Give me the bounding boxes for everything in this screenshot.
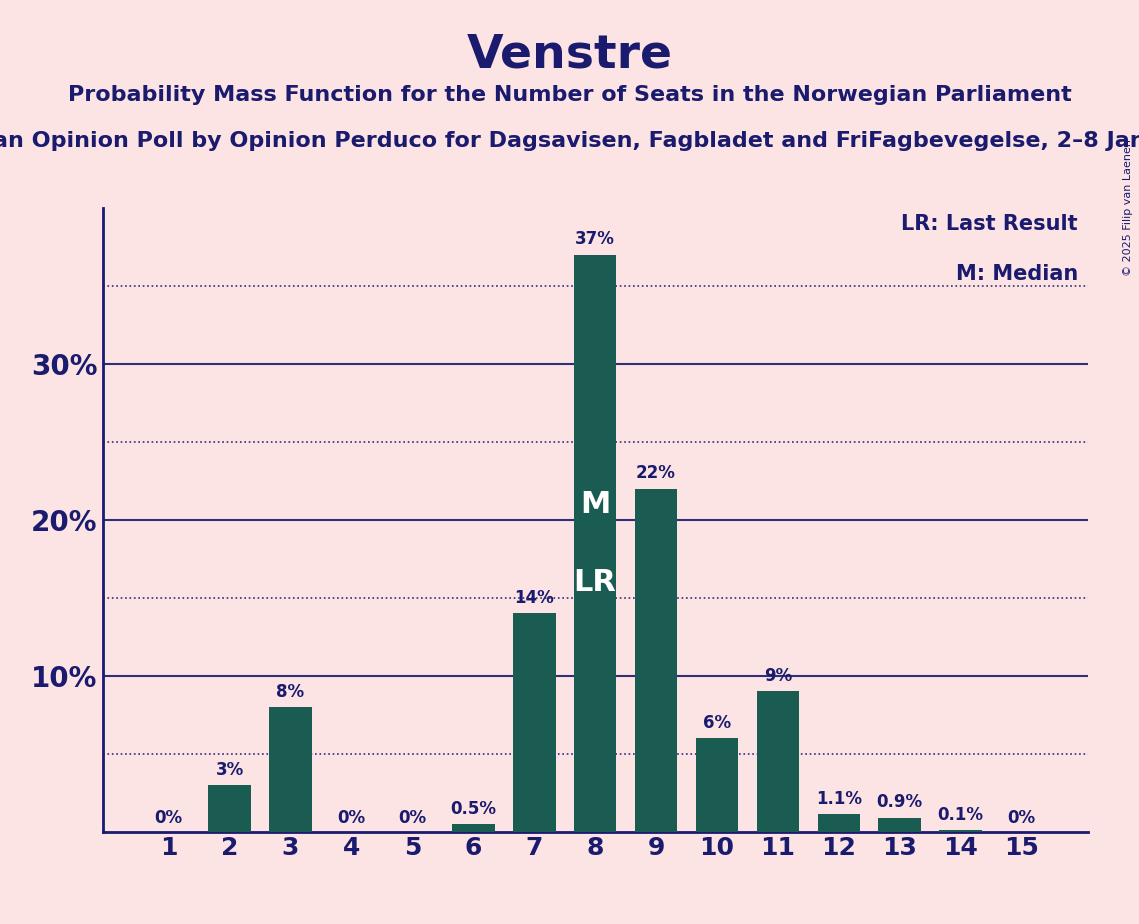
Text: LR: Last Result: LR: Last Result bbox=[901, 214, 1077, 234]
Text: 0.9%: 0.9% bbox=[877, 794, 923, 811]
Text: 1.1%: 1.1% bbox=[816, 790, 862, 808]
Bar bbox=[574, 255, 616, 832]
Text: 0%: 0% bbox=[1008, 808, 1035, 827]
Text: 0%: 0% bbox=[155, 808, 182, 827]
Bar bbox=[452, 824, 494, 832]
Text: 9%: 9% bbox=[764, 667, 792, 685]
Text: 22%: 22% bbox=[636, 465, 675, 482]
Text: 3%: 3% bbox=[215, 760, 244, 779]
Text: © 2025 Filip van Laenen: © 2025 Filip van Laenen bbox=[1123, 139, 1133, 275]
Text: 0%: 0% bbox=[337, 808, 366, 827]
Bar bbox=[513, 614, 556, 832]
Bar bbox=[818, 814, 860, 832]
Bar bbox=[208, 784, 251, 832]
Text: 0.5%: 0.5% bbox=[450, 799, 497, 818]
Text: 6%: 6% bbox=[703, 714, 731, 732]
Text: 37%: 37% bbox=[575, 230, 615, 249]
Text: an Opinion Poll by Opinion Perduco for Dagsavisen, Fagbladet and FriFagbevegelse: an Opinion Poll by Opinion Perduco for D… bbox=[0, 131, 1139, 152]
Text: 8%: 8% bbox=[277, 683, 304, 700]
Text: LR: LR bbox=[574, 567, 616, 597]
Bar bbox=[756, 691, 800, 832]
Text: M: Median: M: Median bbox=[956, 264, 1077, 284]
Text: 0.1%: 0.1% bbox=[937, 806, 984, 824]
Bar bbox=[940, 830, 982, 832]
Text: Probability Mass Function for the Number of Seats in the Norwegian Parliament: Probability Mass Function for the Number… bbox=[67, 85, 1072, 105]
Text: 0%: 0% bbox=[399, 808, 426, 827]
Text: Venstre: Venstre bbox=[467, 32, 672, 78]
Bar bbox=[696, 738, 738, 832]
Bar bbox=[269, 707, 312, 832]
Text: M: M bbox=[580, 490, 611, 518]
Text: 14%: 14% bbox=[515, 590, 554, 607]
Bar bbox=[634, 489, 678, 832]
Bar bbox=[878, 818, 921, 832]
